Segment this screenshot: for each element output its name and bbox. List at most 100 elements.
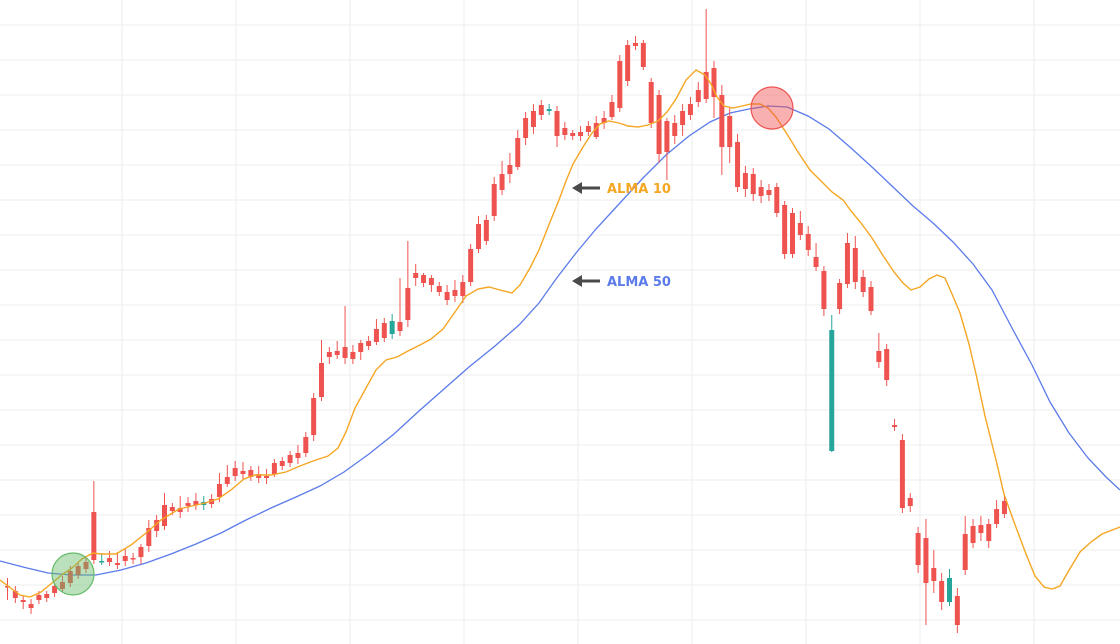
candle-body (1001, 501, 1007, 514)
candle-body (436, 286, 442, 292)
candle (224, 465, 230, 487)
candle (358, 340, 364, 360)
candle-body (844, 243, 850, 284)
candle-body (766, 190, 772, 195)
candle (899, 434, 905, 513)
candle-body (373, 329, 379, 342)
candle (436, 282, 442, 296)
candle (915, 527, 921, 573)
candle (59, 576, 65, 592)
candle (813, 243, 819, 271)
candle-body (326, 352, 332, 357)
candle-body (389, 321, 395, 334)
candle-body (546, 109, 552, 111)
candle (805, 226, 811, 256)
candle (609, 95, 615, 120)
sell-signal-marker (750, 86, 794, 130)
candle-body (821, 271, 827, 309)
candle-body (609, 102, 615, 117)
candle (601, 111, 607, 129)
candle-body (36, 595, 42, 600)
candle (20, 596, 26, 609)
candle-body (476, 224, 481, 249)
candle-body (107, 558, 113, 562)
candle (52, 583, 58, 597)
candle (530, 104, 536, 134)
candle-body (970, 526, 976, 543)
candle-body (114, 563, 120, 565)
candle-body (193, 501, 199, 505)
candle (483, 215, 489, 245)
candle (334, 341, 340, 359)
candle-body (813, 257, 819, 267)
candle-body (350, 352, 356, 359)
candle (907, 493, 913, 512)
candle (633, 36, 638, 50)
candle-body (719, 95, 725, 147)
candle-body (20, 600, 26, 602)
candle-body (868, 287, 874, 311)
candle-body (59, 582, 65, 589)
candle (491, 177, 497, 221)
candle-body (915, 533, 921, 565)
candle-body (931, 568, 937, 581)
candle (625, 40, 631, 86)
candle (766, 184, 772, 201)
candle-body (216, 484, 222, 497)
arrow-left-icon (572, 275, 600, 287)
arrow-left-icon (572, 182, 600, 194)
candle-body (578, 132, 584, 136)
candle-body (499, 174, 505, 190)
candle (844, 233, 850, 288)
candle (876, 333, 882, 368)
candle (782, 201, 788, 259)
candle (837, 279, 843, 314)
candle (994, 500, 1000, 528)
candle-body (554, 111, 560, 136)
candle (5, 578, 10, 600)
candle-body (256, 474, 262, 478)
candle-body (711, 68, 717, 97)
candle (978, 516, 984, 541)
candle-body (99, 561, 105, 563)
candle-body (413, 273, 419, 278)
candle (538, 100, 544, 120)
candle-body (224, 477, 230, 484)
candle-body (790, 213, 795, 254)
candle (962, 516, 968, 575)
candle-body (162, 505, 167, 526)
candle (750, 168, 756, 201)
candle (83, 556, 89, 573)
candle (138, 544, 144, 564)
candle (91, 481, 97, 564)
candle-body (735, 142, 741, 187)
candle (797, 211, 803, 240)
candle (452, 280, 458, 302)
candle (248, 466, 254, 481)
candle (154, 515, 160, 537)
candle-body (381, 323, 387, 338)
candle-body (421, 275, 427, 283)
candle (444, 285, 450, 305)
candle (640, 40, 646, 70)
candle-body (5, 586, 10, 588)
candle (99, 553, 105, 565)
candle-body (593, 123, 599, 137)
candle (947, 569, 952, 606)
candle-body (656, 95, 662, 154)
candle (428, 275, 434, 292)
candle-body (405, 288, 411, 320)
candle (523, 112, 529, 145)
candle (1001, 495, 1007, 518)
alma50-label: ALMA 50 (607, 275, 671, 290)
candle-body (12, 591, 18, 598)
candle-body (601, 118, 607, 123)
candle (970, 519, 976, 548)
alma10-label: ALMA 10 (607, 182, 671, 197)
candle-body (625, 45, 631, 81)
candle (672, 115, 678, 144)
candle (389, 314, 395, 339)
candle (342, 306, 348, 364)
candle-body (334, 351, 340, 355)
